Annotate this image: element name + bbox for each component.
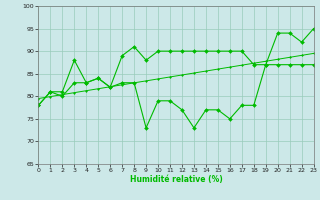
X-axis label: Humidité relative (%): Humidité relative (%) <box>130 175 222 184</box>
